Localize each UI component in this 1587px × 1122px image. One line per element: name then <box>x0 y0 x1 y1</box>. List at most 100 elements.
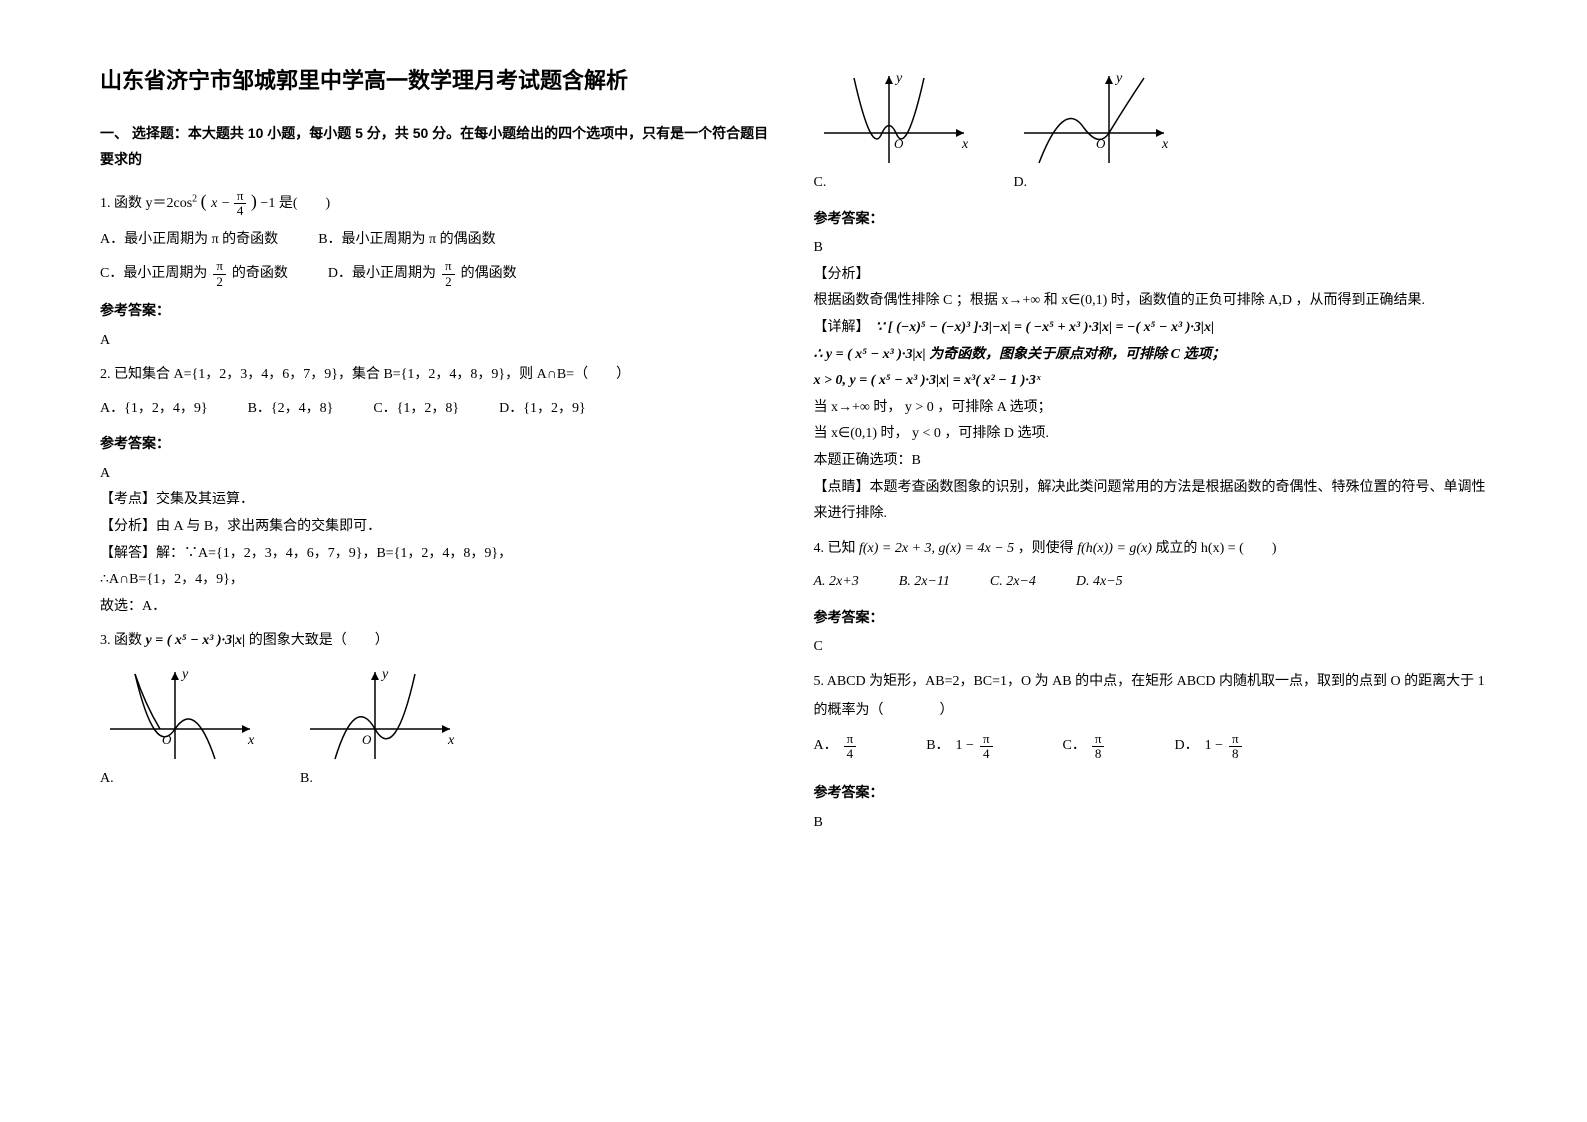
svg-text:O: O <box>362 732 372 747</box>
frac-num: π <box>442 259 455 274</box>
graph-d-cell: x y O D. <box>1014 68 1174 197</box>
frac-den: 4 <box>980 747 993 761</box>
q5-b-pre: B． <box>926 733 949 760</box>
graph-b-cell: x y O B. <box>300 664 460 793</box>
q4-opt-d: D. 4x−5 <box>1076 569 1123 596</box>
svg-text:y: y <box>894 71 903 86</box>
q1-optc-pre: C．最小正周期为 <box>100 261 207 288</box>
q3-pre: 3. 函数 <box>100 633 146 648</box>
svg-text:y: y <box>380 667 389 682</box>
q5-opt-d: D． 1 − π8 <box>1174 732 1241 762</box>
q5-a-pre: A． <box>814 733 838 760</box>
svg-text:x: x <box>447 733 455 748</box>
svg-text:y: y <box>1114 71 1123 86</box>
frac-num: π <box>234 189 247 204</box>
q1-opt-a: A．最小正周期为 π 的奇函数 <box>100 227 278 254</box>
frac-den: 2 <box>213 275 226 289</box>
one-minus: 1 − <box>956 733 974 760</box>
q2-answer: A <box>100 461 774 488</box>
q4-f: f(x) = 2x + 3, g(x) = 4x − 5 <box>859 541 1014 556</box>
svg-text:O: O <box>1096 136 1106 151</box>
q2-tag1: 【考点】交集及其运算． <box>100 487 774 514</box>
q3-post: 的图象大致是（ ） <box>249 633 389 648</box>
q3-answer: B <box>814 235 1488 262</box>
frac-num: π <box>1229 732 1242 747</box>
frac-den: 8 <box>1229 747 1242 761</box>
frac-den: 4 <box>234 204 247 218</box>
question-2: 2. 已知集合 A={1，2，3，4，6，7，9}，集合 B={1，2，4，8，… <box>100 360 774 389</box>
frac-den: 2 <box>442 275 455 289</box>
question-5: 5. ABCD 为矩形，AB=2，BC=1，O 为 AB 的中点，在矩形 ABC… <box>814 667 1488 726</box>
q3-graphs-bottom: x y O C. x y O D. <box>814 68 1488 197</box>
q1-opt-d: D．最小正周期为 π2 的偶函数 <box>328 259 517 289</box>
q1-answer: A <box>100 328 774 355</box>
q5-opt-a: A． π4 <box>814 732 857 762</box>
question-3: 3. 函数 y = ( x⁵ − x³ )·3|x| 的图象大致是（ ） <box>100 626 774 655</box>
graph-a-cell: x y O A. <box>100 664 260 793</box>
q2-opt-c: C．{1，2，8} <box>373 396 459 423</box>
q1-optd-pre: D．最小正周期为 <box>328 261 436 288</box>
q3-line5: 当 x∈(0,1) 时， y < 0 ，可排除 D 选项. <box>814 421 1488 448</box>
q4-opt-b: B. 2x−11 <box>899 569 950 596</box>
q4-opt-a: A. 2x+3 <box>814 569 859 596</box>
graph-c-cell: x y O C. <box>814 68 974 197</box>
frac-num: π <box>980 732 993 747</box>
q1-options-row-2: C．最小正周期为 π2 的奇函数 D．最小正周期为 π2 的偶函数 <box>100 259 774 289</box>
graph-b-label: B. <box>300 766 313 793</box>
q4-mid: ，则使得 <box>1018 541 1078 556</box>
q5-answer: B <box>814 810 1488 837</box>
q5-options: A． π4 B． 1 − π4 C． π8 D． 1 − π8 <box>814 732 1488 762</box>
q1-stem-post: −1 是( ) <box>260 196 330 211</box>
q3-line3: x > 0, y = ( x⁵ − x³ )·3|x| = x³( x² − 1… <box>814 368 1488 395</box>
graph-a: x y O <box>100 664 260 764</box>
q2-tag2: 【分析】由 A 与 B，求出两集合的交集即可． <box>100 514 774 541</box>
frac-num: π <box>213 259 226 274</box>
q2-opt-b: B．{2，4，8} <box>248 396 334 423</box>
q1-options-row-1: A．最小正周期为 π 的奇函数 B．最小正周期为 π 的偶函数 <box>100 227 774 254</box>
q4-post: 成立的 h(x) = ( ) <box>1155 541 1276 556</box>
graph-c-label: C. <box>814 170 827 197</box>
q3-comment: 【点睛】本题考查函数图象的识别，解决此类问题常用的方法是根据函数的奇偶性、特殊位… <box>814 475 1488 528</box>
svg-text:x: x <box>247 733 255 748</box>
graph-d-label: D. <box>1014 170 1028 197</box>
one-minus: 1 − <box>1205 733 1223 760</box>
q4-options: A. 2x+3 B. 2x−11 C. 2x−4 D. 4x−5 <box>814 569 1488 596</box>
q3-line1: ∵ [ (−x)⁵ − (−x)³ ]·3|−x| = ( −x⁵ + x³ )… <box>876 315 1215 342</box>
q2-tag3: 【解答】解：∵A={1，2，3，4，6，7，9}，B={1，2，4，8，9}， <box>100 541 774 568</box>
q3-graphs-top: x y O A. x y O B. <box>100 664 774 793</box>
frac-num: π <box>1092 732 1105 747</box>
q4-answer-label: 参考答案： <box>814 604 1488 631</box>
frac-den: 8 <box>1092 747 1105 761</box>
q2-tag4: ∴A∩B={1，2，4，9}， <box>100 567 774 594</box>
q1-stem-pre: 1. 函数 y＝2cos <box>100 196 192 211</box>
q3-line6: 本题正确选项：B <box>814 448 1488 475</box>
page-title: 山东省济宁市邹城郭里中学高一数学理月考试题含解析 <box>100 60 774 102</box>
q1-opt-c: C．最小正周期为 π2 的奇函数 <box>100 259 288 289</box>
q4-eq: f(h(x)) = g(x) <box>1077 541 1152 556</box>
q3-analysis-label: 【分析】 <box>814 262 1488 289</box>
svg-text:O: O <box>162 732 172 747</box>
q2-options: A．{1，2，4，9} B．{2，4，8} C．{1，2，8} D．{1，2，9… <box>100 396 774 423</box>
q3-formula: y = ( x⁵ − x³ )·3|x| <box>146 633 246 648</box>
svg-text:x: x <box>961 137 969 152</box>
q2-opt-d: D．{1，2，9} <box>499 396 586 423</box>
q4-pre: 4. 已知 <box>814 541 860 556</box>
q5-opt-b: B． 1 − π4 <box>926 732 992 762</box>
q3-detail-label: 【详解】 <box>814 315 870 342</box>
graph-d: x y O <box>1014 68 1174 168</box>
q1-optc-post: 的奇函数 <box>232 261 288 288</box>
q1-answer-label: 参考答案： <box>100 297 774 324</box>
q5-answer-label: 参考答案： <box>814 779 1488 806</box>
q3-line2: ∴ y = ( x⁵ − x³ )·3|x| 为奇函数，图象关于原点对称，可排除… <box>814 342 1488 369</box>
q1-inner: x − <box>211 196 234 211</box>
svg-text:O: O <box>894 136 904 151</box>
section-heading: 一、 选择题：本大题共 10 小题，每小题 5 分，共 50 分。在每小题给出的… <box>100 120 774 173</box>
q3-answer-label: 参考答案： <box>814 205 1488 232</box>
frac-den: 4 <box>844 747 857 761</box>
q5-c-pre: C． <box>1063 733 1086 760</box>
q1-opt-b: B．最小正周期为 π 的偶函数 <box>318 227 495 254</box>
svg-text:y: y <box>180 667 189 682</box>
frac-num: π <box>844 732 857 747</box>
q1-optd-post: 的偶函数 <box>461 261 517 288</box>
left-column: 山东省济宁市邹城郭里中学高一数学理月考试题含解析 一、 选择题：本大题共 10 … <box>80 60 794 1082</box>
